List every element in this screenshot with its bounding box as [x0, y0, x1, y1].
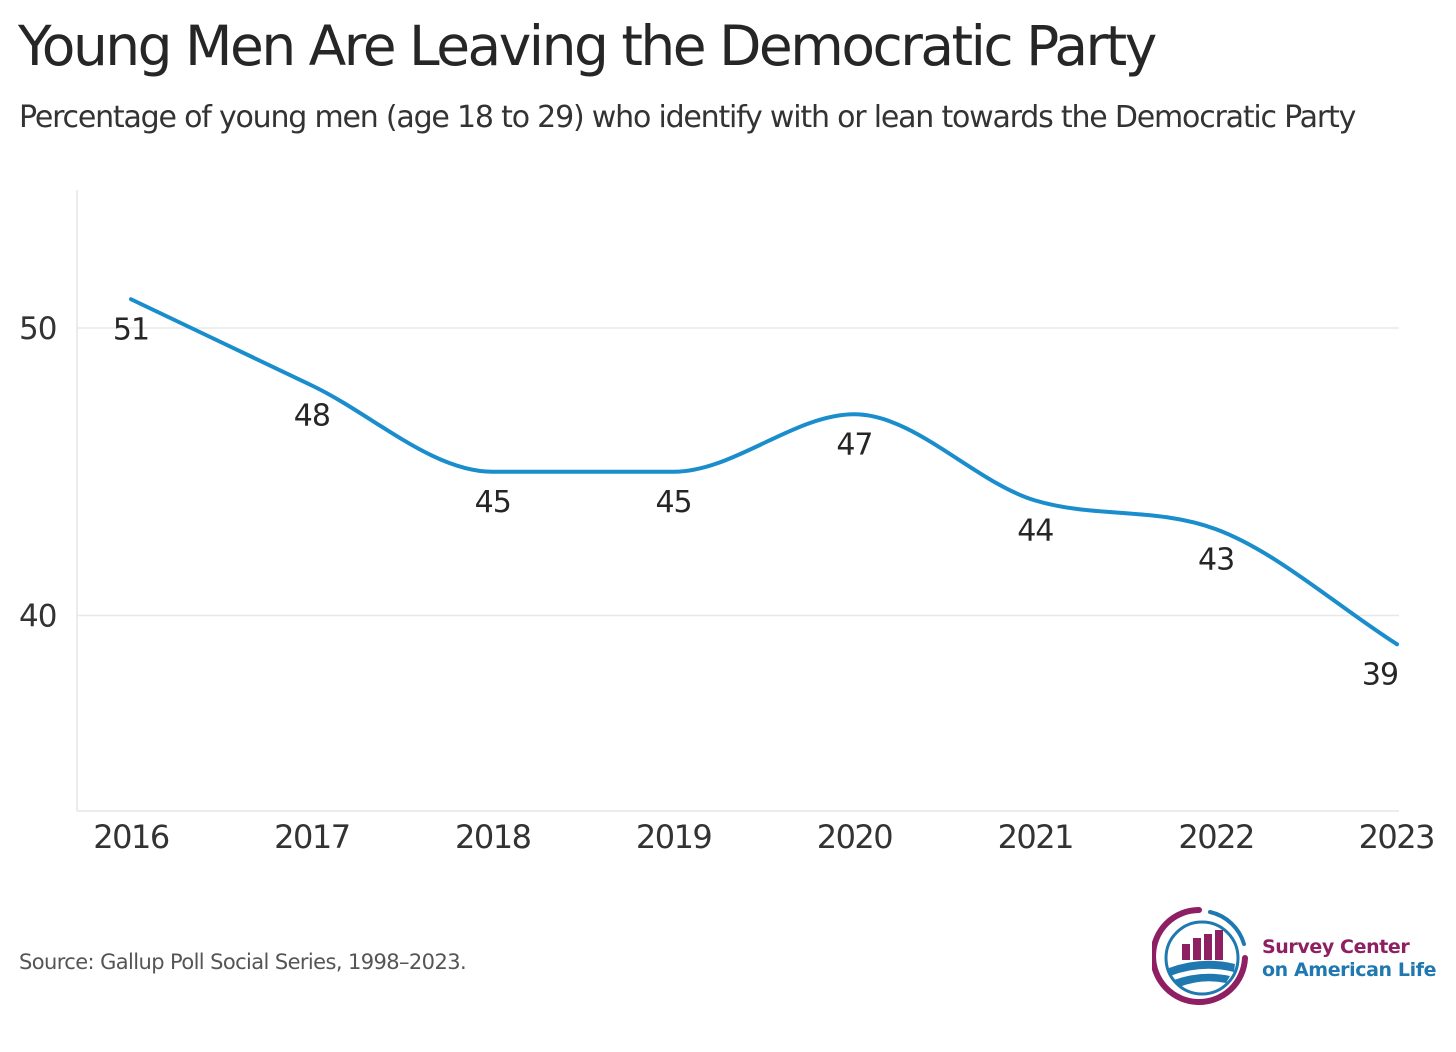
- data-label: 45: [475, 485, 511, 520]
- x-tick-label: 2018: [455, 818, 531, 856]
- y-tick-label: 40: [19, 599, 56, 635]
- x-tick-label: 2023: [1359, 818, 1434, 856]
- x-tick-label: 2021: [998, 818, 1073, 856]
- data-label: 51: [113, 312, 149, 347]
- x-tick-label: 2017: [274, 818, 349, 856]
- x-tick-label: 2020: [817, 818, 893, 856]
- x-tick-label: 2022: [1178, 818, 1253, 856]
- chart-title: Young Men Are Leaving the Democratic Par…: [18, 14, 1157, 78]
- data-label: 39: [1362, 657, 1398, 692]
- logo-mark-icon: [1152, 907, 1248, 1005]
- data-label: 48: [294, 399, 330, 434]
- chart-subtitle: Percentage of young men (age 18 to 29) w…: [19, 100, 1356, 135]
- x-tick-labels: 2016 2017 2018 2019 2020 2021 2022 2023: [93, 818, 1435, 856]
- data-labels: 51 48 45 45 47 44 43 39: [113, 312, 1399, 692]
- logo-text-line-1: Survey Center: [1262, 936, 1410, 958]
- y-tick-label: 50: [19, 311, 56, 347]
- data-label: 43: [1198, 542, 1234, 577]
- y-tick-labels: 40 50: [19, 311, 57, 635]
- data-label: 44: [1017, 514, 1053, 549]
- x-tick-label: 2019: [636, 818, 712, 856]
- logo-text-line-2: on American Life: [1262, 959, 1437, 981]
- series-line: [129, 297, 1399, 647]
- source-note: Source: Gallup Poll Social Series, 1998–…: [19, 950, 467, 974]
- survey-center-logo: Survey Center on American Life: [1152, 906, 1442, 1006]
- x-tick-label: 2016: [93, 818, 169, 856]
- line-chart: 40 50 2016 2017 2018 2019 2020 2021 2022 2023 51…: [19, 190, 1436, 856]
- data-label: 47: [836, 427, 872, 462]
- data-label: 45: [655, 485, 691, 520]
- gridlines: [77, 327, 1399, 617]
